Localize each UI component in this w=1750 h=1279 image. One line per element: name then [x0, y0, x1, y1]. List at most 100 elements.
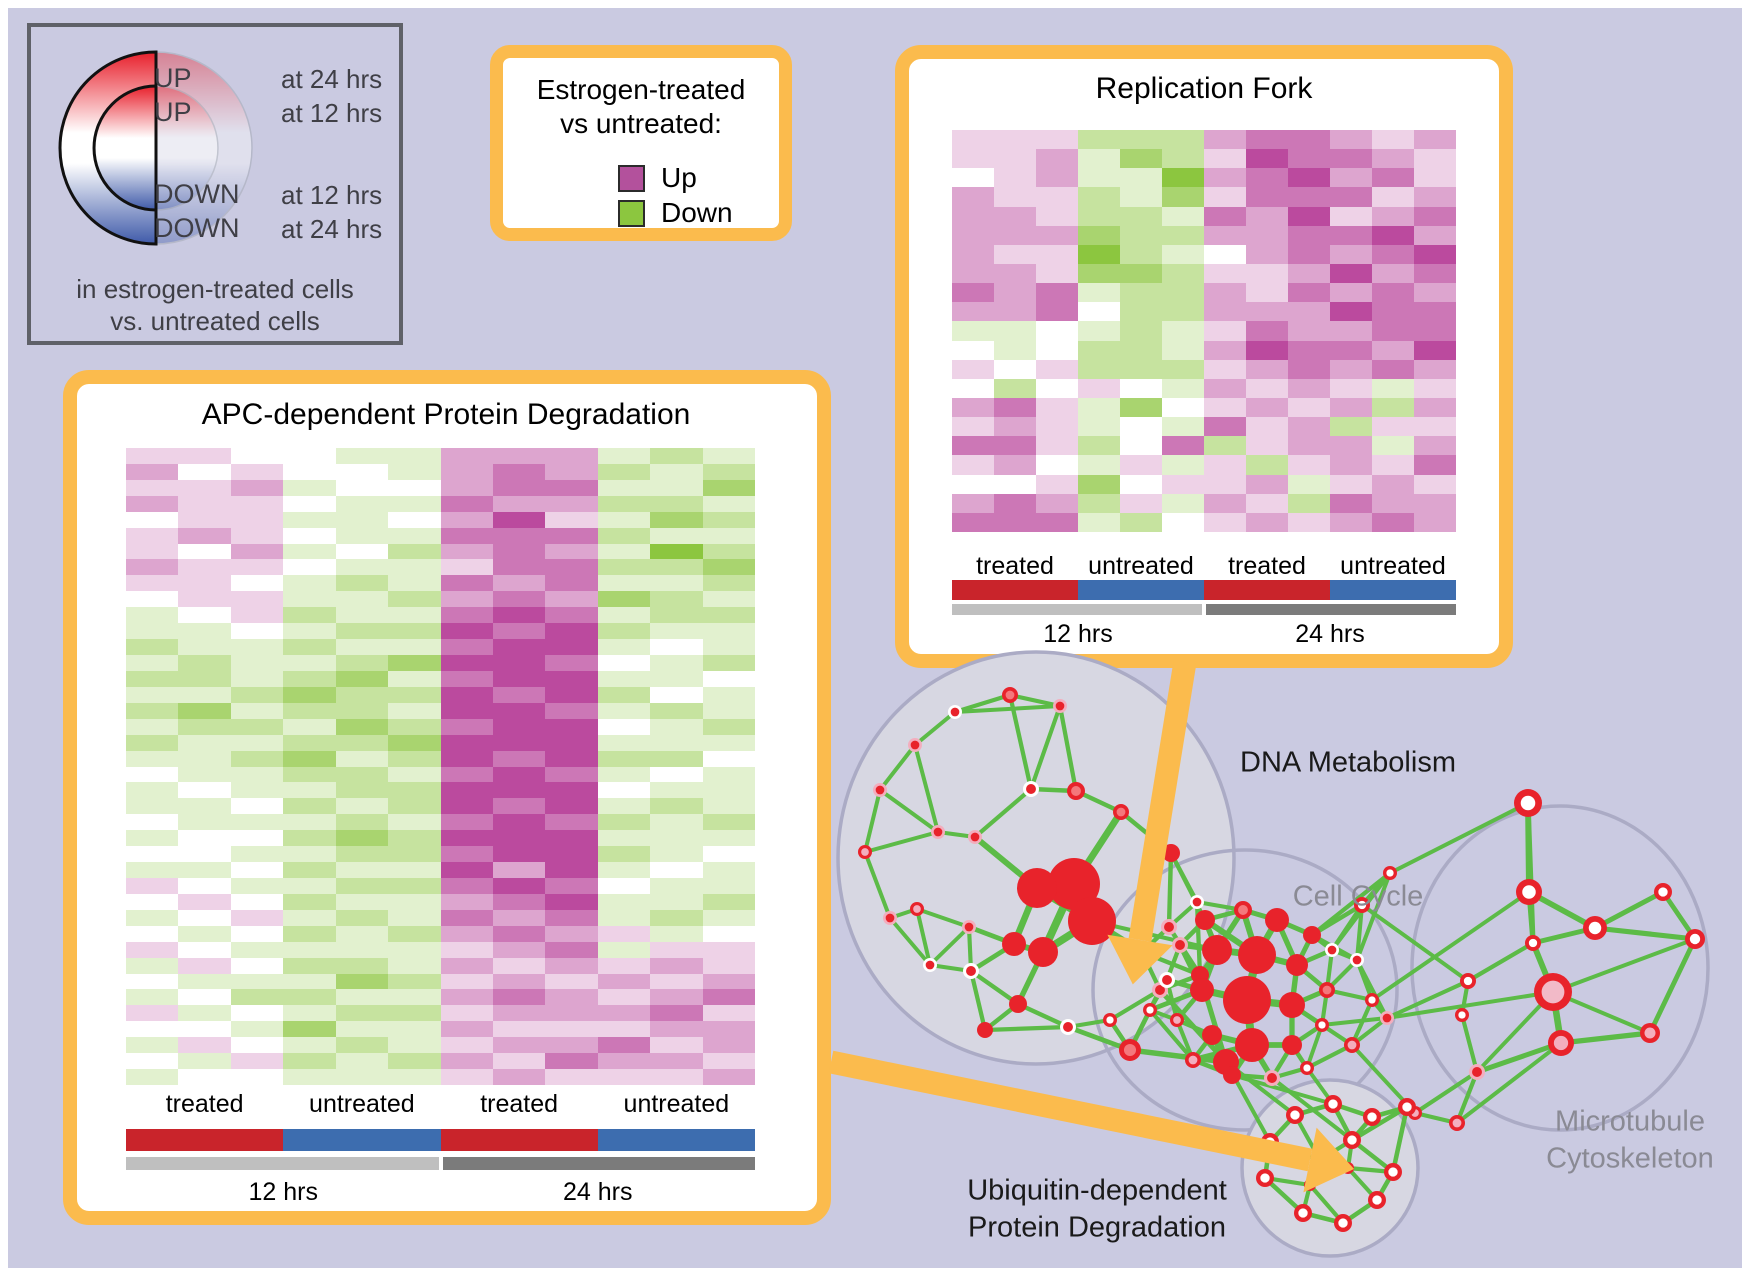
heatmap-cell [1120, 474, 1162, 494]
heatmap-cell [230, 830, 284, 847]
heatmap-cell [994, 321, 1036, 341]
heatmap-cell [492, 527, 546, 544]
network-edge [1355, 958, 1389, 1020]
heatmap-cell [1162, 474, 1204, 494]
heatmap-cell [230, 1021, 284, 1038]
condition-label: treated [1228, 552, 1306, 580]
heatmap-cell [178, 702, 231, 719]
condition-color-bar [440, 1129, 598, 1151]
heatmap-cell [1162, 512, 1204, 532]
heatmap-cell [1288, 493, 1330, 513]
heatmap-cell [1162, 168, 1204, 188]
heatmap-cell [597, 1005, 651, 1022]
heatmap-cell [1246, 474, 1288, 494]
heatmap-cell [1246, 340, 1288, 360]
heatmap-cell [545, 1053, 598, 1070]
heatmap-cell [994, 474, 1036, 494]
heatmap-cell [1288, 225, 1330, 245]
heatmap-cell [388, 766, 441, 783]
heatmap-cell [650, 543, 703, 560]
heatmap-cell [1288, 187, 1330, 207]
heatmap-cell [1330, 283, 1372, 303]
heatmap-cell [335, 846, 389, 863]
heatmap-cell [1036, 493, 1078, 513]
heatmap-cell [1204, 512, 1246, 532]
network-node-core [964, 922, 974, 932]
network-node-core [1318, 1021, 1326, 1029]
heatmap-cell [650, 973, 703, 990]
heatmap-cell [1204, 397, 1246, 418]
network-edge [1230, 1073, 1335, 1106]
heatmap-cell [283, 957, 336, 974]
heatmap-cell [650, 1069, 703, 1085]
heatmap-cell [492, 1069, 546, 1085]
heatmap-cell [126, 1005, 179, 1022]
heatmap-cell [126, 766, 179, 783]
heatmap-cell [952, 187, 994, 207]
heatmap-cell [178, 957, 231, 974]
heatmap-cell [440, 1037, 493, 1054]
inner-circle-left-half [92, 84, 158, 212]
heatmap-cell [283, 989, 336, 1006]
heatmap-cell [178, 463, 231, 480]
heatmap-cell [1120, 206, 1162, 226]
network-edge [863, 830, 940, 854]
heatmap-cell [650, 846, 703, 863]
updown-title-line1: Estrogen-treated [536, 74, 746, 105]
heatmap-cell [283, 1037, 336, 1054]
heatmap-cell [545, 575, 598, 592]
heatmap-cell [492, 686, 546, 703]
heatmap-cell [1120, 436, 1162, 456]
heatmap-cell [1246, 168, 1288, 188]
network-edge [1007, 692, 1063, 709]
network-node-core [1452, 1118, 1462, 1128]
cluster-cc [1091, 848, 1399, 1132]
heatmap-cell [1120, 283, 1162, 303]
network-edge [913, 743, 940, 834]
heatmap-cell [545, 941, 598, 958]
heatmap-cell [1162, 149, 1204, 169]
network-node-core [1357, 900, 1367, 910]
heatmap-cell [650, 670, 703, 687]
heatmap-cell [1414, 359, 1456, 379]
heatmap-cell [230, 527, 284, 544]
heatmap-cell [597, 989, 651, 1006]
heatmap-cell [1372, 225, 1414, 245]
heatmap-cell [1330, 244, 1372, 264]
heatmap-cell [388, 1037, 441, 1054]
network-edge [968, 968, 1021, 1007]
heatmap-cell [283, 909, 336, 926]
heatmap-cell [1372, 187, 1414, 207]
heatmap-cell [545, 1005, 598, 1022]
heatmap-cell [1036, 244, 1078, 264]
heatmap-cell [650, 830, 703, 847]
heatmap-cell [335, 1005, 389, 1022]
time-label: 12 hrs [1043, 620, 1113, 648]
network-edge [1128, 1048, 1228, 1064]
heatmap-cell [178, 591, 231, 608]
network-node-core [1188, 1055, 1198, 1065]
heatmap-cell [335, 925, 389, 942]
heatmap-cell [178, 1005, 231, 1022]
heatmap-cell [1330, 206, 1372, 226]
network-node-core [1352, 955, 1362, 965]
heatmap-cell [1414, 321, 1456, 341]
network-node-core [1520, 795, 1536, 811]
heatmap-cell [545, 766, 598, 783]
heatmap-cell [702, 1005, 755, 1022]
network-edge [1454, 1069, 1480, 1126]
heatmap-cell [1078, 321, 1120, 341]
heatmap-cell [545, 1021, 598, 1038]
heatmap-cell [952, 455, 994, 475]
network-edge [1355, 871, 1392, 962]
heatmap-cell [650, 575, 703, 592]
heatmap-cell [1246, 225, 1288, 245]
heatmap-cell [283, 1005, 336, 1022]
network-edge [1592, 889, 1666, 931]
heatmap-cell [545, 463, 598, 480]
heatmap-cell [1288, 206, 1330, 226]
network-edge [878, 788, 940, 834]
heatmap-cell [126, 670, 179, 687]
heatmap-cell [1330, 321, 1372, 341]
heatmap-cell [1078, 455, 1120, 475]
